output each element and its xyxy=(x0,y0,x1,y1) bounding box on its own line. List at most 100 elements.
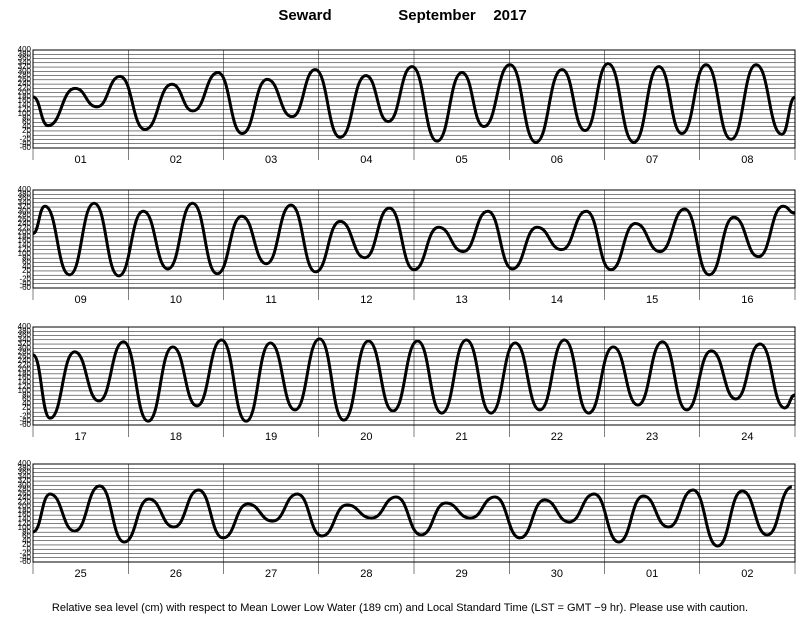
day-label: 19 xyxy=(265,431,277,443)
y-tick-label: 220 xyxy=(18,497,32,506)
y-tick-label: 240 xyxy=(18,219,32,228)
y-tick-label: 80 xyxy=(22,527,31,536)
y-tick-label: 20 xyxy=(22,126,31,135)
day-label: 26 xyxy=(170,568,182,580)
y-tick-label: -20 xyxy=(19,135,31,144)
y-tick-label: 340 xyxy=(18,198,32,207)
y-tick-label: 100 xyxy=(18,523,32,532)
y-tick-label: 240 xyxy=(18,493,32,502)
tide-curve xyxy=(32,201,796,278)
y-tick-label: 20 xyxy=(22,540,31,549)
y-tick-label: 300 xyxy=(18,206,32,215)
day-label: 18 xyxy=(170,431,182,443)
day-label: 30 xyxy=(551,568,563,580)
day-label: 17 xyxy=(75,431,87,443)
day-label: 12 xyxy=(360,294,372,306)
y-tick-label: 400 xyxy=(18,322,32,331)
y-tick-label: 360 xyxy=(18,331,32,340)
y-tick-label: 280 xyxy=(18,211,32,220)
tide-curve xyxy=(31,337,796,423)
day-label: 29 xyxy=(456,568,468,580)
y-tick-label: 100 xyxy=(18,109,32,118)
y-tick-label: 180 xyxy=(18,232,32,241)
y-tick-label: 180 xyxy=(18,369,32,378)
y-tick-label: 120 xyxy=(18,519,32,528)
y-tick-label: 260 xyxy=(18,352,32,361)
y-tick-label: 0 xyxy=(27,544,32,553)
y-tick-label: 80 xyxy=(22,113,31,122)
y-tick-label: 280 xyxy=(18,348,32,357)
y-tick-label: 140 xyxy=(18,515,32,524)
y-tick-label: 220 xyxy=(18,360,32,369)
y-tick-label: 300 xyxy=(18,343,32,352)
footer-note: Relative sea level (cm) with respect to … xyxy=(52,602,748,614)
day-label: 08 xyxy=(741,154,753,166)
y-tick-label: 320 xyxy=(18,62,32,71)
y-tick-label: 0 xyxy=(27,407,32,416)
y-tick-label: 240 xyxy=(18,79,32,88)
day-label: 23 xyxy=(646,431,658,443)
y-tick-label: 380 xyxy=(18,326,32,335)
day-label: 07 xyxy=(646,154,658,166)
y-tick-label: 200 xyxy=(18,502,32,511)
y-tick-label: -40 xyxy=(19,279,31,288)
day-label: 02 xyxy=(741,568,753,580)
day-label: 25 xyxy=(75,568,87,580)
y-tick-label: 0 xyxy=(27,270,32,279)
tide-curve xyxy=(32,62,796,144)
plot-frame xyxy=(32,326,796,426)
y-tick-label: 400 xyxy=(18,45,32,54)
y-tick-label: -20 xyxy=(19,275,31,284)
y-tick-label: 80 xyxy=(22,253,31,262)
y-tick-label: 120 xyxy=(18,245,32,254)
y-tick-label: 40 xyxy=(22,262,31,271)
day-label: 01 xyxy=(75,154,87,166)
y-tick-label: 360 xyxy=(18,194,32,203)
day-label: 20 xyxy=(360,431,372,443)
y-tick-label: 200 xyxy=(18,365,32,374)
y-tick-label: 60 xyxy=(22,118,31,127)
day-label: 16 xyxy=(741,294,753,306)
day-label: 11 xyxy=(265,294,276,306)
y-tick-label: 320 xyxy=(18,339,32,348)
y-tick-label: 300 xyxy=(18,480,32,489)
day-label: 06 xyxy=(551,154,563,166)
y-tick-label: 340 xyxy=(18,335,32,344)
y-tick-label: 360 xyxy=(18,54,32,63)
year: 2017 xyxy=(493,7,526,24)
y-tick-label: 60 xyxy=(22,258,31,267)
day-label: 24 xyxy=(741,431,753,443)
y-tick-label: -40 xyxy=(19,139,31,148)
y-tick-label: 20 xyxy=(22,266,31,275)
y-tick-label: 280 xyxy=(18,71,32,80)
y-tick-label: 100 xyxy=(18,249,32,258)
y-tick-label: 200 xyxy=(18,88,32,97)
y-tick-label: 280 xyxy=(18,485,32,494)
y-tick-label: -40 xyxy=(19,553,31,562)
day-label: 22 xyxy=(551,431,563,443)
plot-frame xyxy=(32,463,796,563)
day-label: 14 xyxy=(551,294,563,306)
tide-curve xyxy=(32,484,793,548)
day-label: 15 xyxy=(646,294,658,306)
y-tick-label: 320 xyxy=(18,202,32,211)
y-tick-label: -40 xyxy=(19,416,31,425)
y-tick-label: 260 xyxy=(18,75,32,84)
y-tick-label: -20 xyxy=(19,412,31,421)
y-tick-label: 380 xyxy=(18,49,32,58)
y-tick-label: 400 xyxy=(18,459,32,468)
plot-frame xyxy=(32,189,796,289)
day-label: 02 xyxy=(170,154,182,166)
y-tick-label: 160 xyxy=(18,510,32,519)
y-tick-label: 200 xyxy=(18,228,32,237)
y-tick-label: 180 xyxy=(18,506,32,515)
y-tick-label: 320 xyxy=(18,476,32,485)
y-tick-label: 220 xyxy=(18,83,32,92)
y-tick-label: 160 xyxy=(18,96,32,105)
y-tick-label: 60 xyxy=(22,395,31,404)
y-tick-label: 40 xyxy=(22,399,31,408)
y-tick-label: 180 xyxy=(18,92,32,101)
day-label: 10 xyxy=(170,294,182,306)
y-tick-label: 260 xyxy=(18,215,32,224)
